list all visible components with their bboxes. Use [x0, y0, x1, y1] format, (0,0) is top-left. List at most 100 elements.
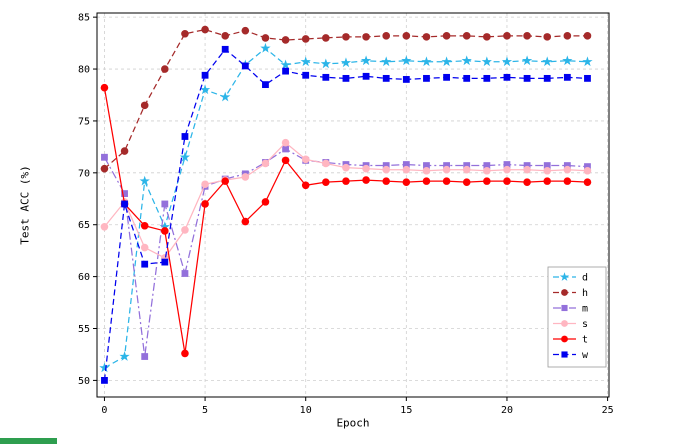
- legend-marker-m: [561, 304, 568, 312]
- series-marker-d: [119, 351, 130, 361]
- series-marker-s: [503, 165, 511, 174]
- series-marker-m: [121, 190, 128, 197]
- series-marker-h: [301, 35, 310, 43]
- series-marker-m: [463, 162, 471, 169]
- series-marker-s: [382, 165, 391, 174]
- series-marker-d: [441, 56, 452, 67]
- x-axis-label: Epoch: [336, 416, 370, 430]
- y-tick-label: 75: [78, 116, 90, 127]
- series-marker-d: [340, 57, 352, 68]
- series-marker-h: [281, 36, 290, 44]
- series-marker-w: [262, 81, 269, 89]
- series-marker-m: [382, 162, 390, 169]
- series-marker-t: [181, 349, 189, 358]
- series-marker-m: [584, 163, 591, 170]
- legend-label-w: w: [582, 350, 589, 361]
- series-marker-h: [201, 25, 209, 34]
- series-marker-s: [442, 165, 451, 174]
- series-marker-d: [521, 55, 533, 66]
- series-marker-h: [342, 33, 350, 41]
- x-tick-label: 0: [101, 405, 107, 416]
- series-marker-w: [221, 45, 229, 53]
- series-line-s: [103, 141, 588, 259]
- series-marker-m: [543, 162, 551, 169]
- series-marker-m: [181, 270, 189, 277]
- y-axis-label: Test ACC (%): [18, 165, 32, 245]
- y-tick-label: 85: [78, 13, 90, 24]
- legend-marker-w: [561, 351, 568, 358]
- series-marker-t: [301, 181, 310, 190]
- series-marker-h: [583, 32, 592, 40]
- series-marker-w: [342, 74, 350, 82]
- x-tick-label: 10: [300, 405, 312, 416]
- series-marker-w: [523, 74, 531, 82]
- series-marker-t: [140, 221, 149, 230]
- series-marker-h: [362, 33, 370, 41]
- series-marker-d: [320, 58, 331, 69]
- legend-box: [547, 266, 607, 368]
- series-marker-t: [342, 177, 350, 185]
- series-marker-d: [179, 151, 191, 162]
- series-marker-m: [101, 153, 108, 161]
- series-marker-d: [501, 56, 513, 67]
- series-marker-t: [462, 178, 471, 186]
- series-marker-w: [423, 74, 430, 82]
- legend-marker-h: [561, 289, 568, 296]
- series-marker-h: [140, 101, 149, 110]
- series-marker-m: [503, 161, 511, 168]
- series-marker-s: [402, 165, 411, 174]
- series-marker-h: [100, 164, 109, 173]
- series-marker-s: [261, 159, 270, 168]
- series-marker-t: [281, 156, 290, 165]
- series-line-t: [103, 87, 588, 354]
- series-marker-d: [582, 56, 593, 67]
- series-marker-s: [462, 165, 471, 174]
- series-marker-m: [282, 145, 289, 153]
- series-marker-h: [241, 26, 250, 35]
- series-marker-d: [300, 56, 311, 67]
- series-marker-s: [523, 165, 531, 174]
- series-marker-d: [260, 42, 271, 53]
- series-marker-w: [141, 260, 149, 268]
- legend-marker-s: [561, 320, 568, 327]
- series-marker-d: [461, 55, 472, 66]
- bottom-left-green-artifact: [0, 438, 57, 444]
- series-marker-h: [483, 33, 491, 41]
- series-marker-t: [563, 177, 572, 185]
- series-marker-s: [322, 159, 330, 168]
- series-marker-w: [201, 71, 209, 79]
- legend-marker-t: [561, 335, 568, 343]
- series-marker-t: [483, 177, 491, 185]
- series-marker-m: [141, 353, 149, 360]
- series-marker-d: [542, 56, 553, 67]
- series-marker-h: [422, 33, 431, 41]
- series-marker-s: [241, 173, 250, 181]
- legend-label-s: s: [582, 319, 588, 330]
- series-marker-s: [563, 165, 572, 174]
- series-marker-h: [442, 32, 451, 40]
- series-marker-t: [543, 177, 552, 185]
- series-marker-h: [382, 32, 391, 40]
- series-marker-w: [161, 258, 169, 266]
- series-marker-w: [241, 62, 249, 70]
- series-marker-t: [322, 178, 330, 186]
- series-marker-m: [402, 161, 410, 168]
- legend-marker-d: [559, 272, 570, 281]
- plot-frame: [96, 12, 610, 398]
- series-marker-m: [443, 162, 450, 169]
- series-marker-t: [523, 178, 531, 186]
- series-marker-t: [241, 217, 250, 226]
- series-marker-d: [401, 55, 412, 66]
- y-tick-label: 55: [78, 324, 90, 335]
- series-marker-d: [159, 221, 170, 232]
- series-marker-w: [463, 74, 471, 82]
- series-marker-d: [360, 55, 372, 66]
- series-marker-m: [523, 162, 531, 169]
- series-marker-s: [342, 163, 350, 172]
- series-marker-w: [503, 73, 511, 81]
- series-marker-s: [100, 222, 109, 231]
- legend-label-m: m: [582, 304, 588, 315]
- series-marker-m: [563, 162, 571, 169]
